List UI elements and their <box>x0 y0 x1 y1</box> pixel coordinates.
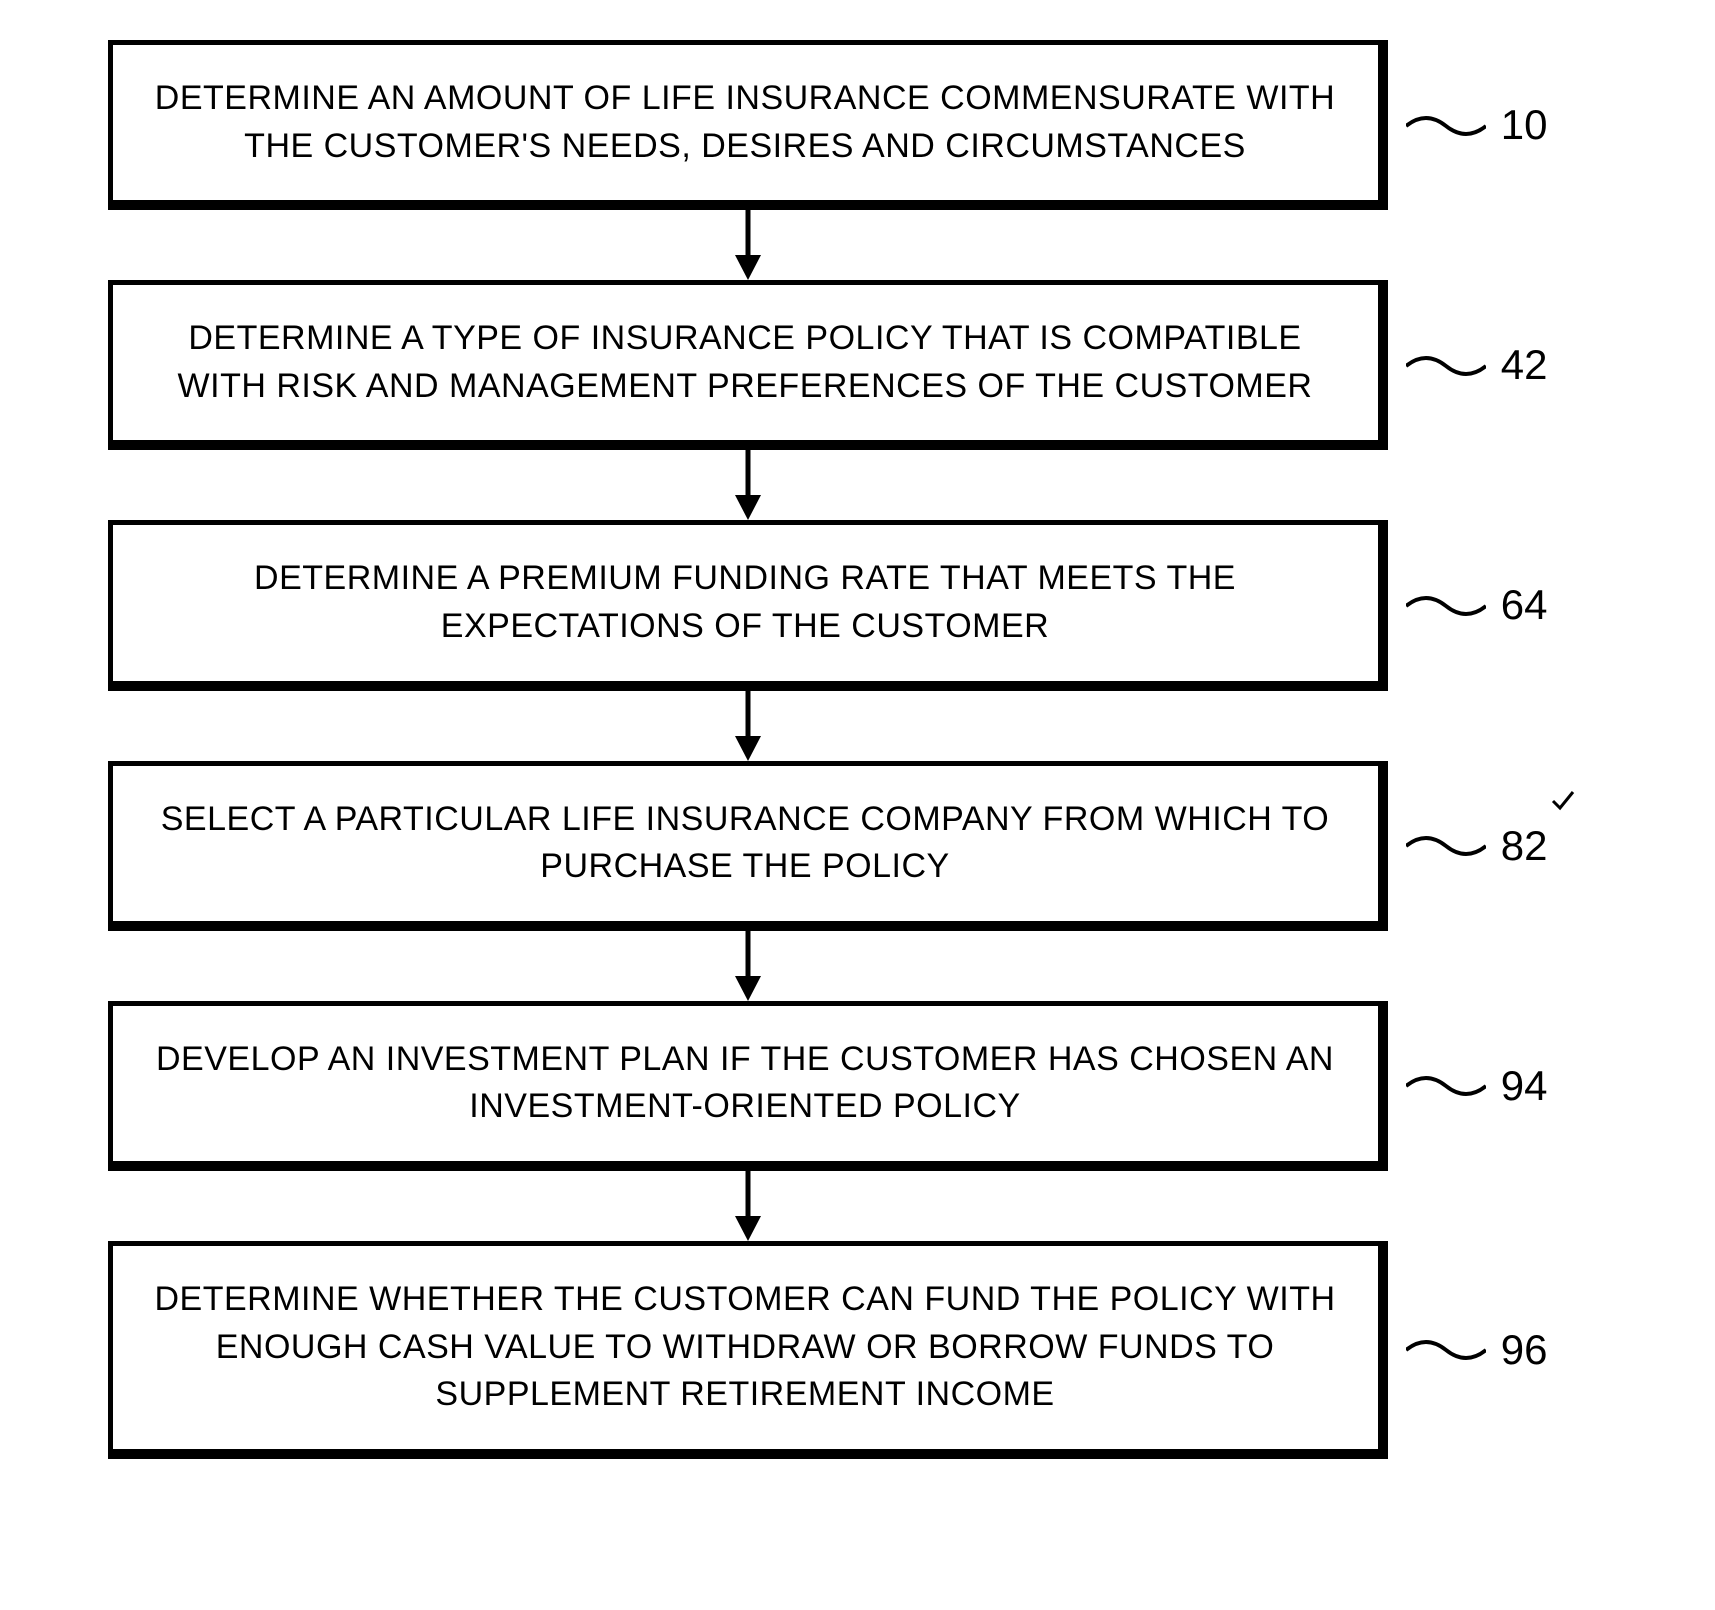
step-text: SELECT A PARTICULAR LIFE INSURANCE COMPA… <box>153 796 1338 891</box>
step-id: 42 <box>1501 341 1548 389</box>
step-text: DETERMINE A TYPE OF INSURANCE POLICY THA… <box>153 315 1338 410</box>
arrow-down-icon <box>108 450 1388 520</box>
arrow-down-icon <box>108 931 1388 1001</box>
step-id: 64 <box>1501 581 1548 629</box>
step-label-10: 10 <box>1406 101 1548 149</box>
step-box-64: DETERMINE A PREMIUM FUNDING RATE THAT ME… <box>108 520 1388 690</box>
step-label-96: 96 <box>1406 1326 1548 1374</box>
connector-wave-icon <box>1406 588 1486 623</box>
step-text: DETERMINE WHETHER THE CUSTOMER CAN FUND … <box>153 1276 1338 1419</box>
step-wrapper: DETERMINE A PREMIUM FUNDING RATE THAT ME… <box>108 520 1608 690</box>
step-id: 96 <box>1501 1326 1548 1374</box>
step-id: 82 <box>1501 822 1548 870</box>
step-box-94: DEVELOP AN INVESTMENT PLAN IF THE CUSTOM… <box>108 1001 1388 1171</box>
arrow-down-icon <box>108 691 1388 761</box>
step-label-94: 94 <box>1406 1062 1548 1110</box>
connector-wave-icon <box>1406 108 1486 143</box>
step-wrapper: DETERMINE AN AMOUNT OF LIFE INSURANCE CO… <box>108 40 1608 210</box>
step-wrapper: DETERMINE WHETHER THE CUSTOMER CAN FUND … <box>108 1241 1608 1459</box>
connector-wave-icon <box>1406 828 1486 863</box>
step-text: DEVELOP AN INVESTMENT PLAN IF THE CUSTOM… <box>153 1036 1338 1131</box>
step-box-82: SELECT A PARTICULAR LIFE INSURANCE COMPA… <box>108 761 1388 931</box>
step-id: 10 <box>1501 101 1548 149</box>
arrow-down-icon <box>108 1171 1388 1241</box>
connector-wave-icon <box>1406 1332 1486 1367</box>
step-label-42: 42 <box>1406 341 1548 389</box>
step-box-42: DETERMINE A TYPE OF INSURANCE POLICY THA… <box>108 280 1388 450</box>
step-wrapper: DEVELOP AN INVESTMENT PLAN IF THE CUSTOM… <box>108 1001 1608 1171</box>
connector-wave-icon <box>1406 1068 1486 1103</box>
step-id: 94 <box>1501 1062 1548 1110</box>
arrow-down-icon <box>108 210 1388 280</box>
step-wrapper: SELECT A PARTICULAR LIFE INSURANCE COMPA… <box>108 761 1608 931</box>
flowchart-container: DETERMINE AN AMOUNT OF LIFE INSURANCE CO… <box>108 40 1608 1459</box>
step-text: DETERMINE AN AMOUNT OF LIFE INSURANCE CO… <box>153 75 1338 170</box>
step-label-82: 82 <box>1406 822 1548 870</box>
step-box-10: DETERMINE AN AMOUNT OF LIFE INSURANCE CO… <box>108 40 1388 210</box>
step-box-96: DETERMINE WHETHER THE CUSTOMER CAN FUND … <box>108 1241 1388 1459</box>
step-text: DETERMINE A PREMIUM FUNDING RATE THAT ME… <box>153 555 1338 650</box>
checkmark-icon <box>1548 786 1578 823</box>
step-label-64: 64 <box>1406 581 1548 629</box>
step-wrapper: DETERMINE A TYPE OF INSURANCE POLICY THA… <box>108 280 1608 450</box>
connector-wave-icon <box>1406 348 1486 383</box>
